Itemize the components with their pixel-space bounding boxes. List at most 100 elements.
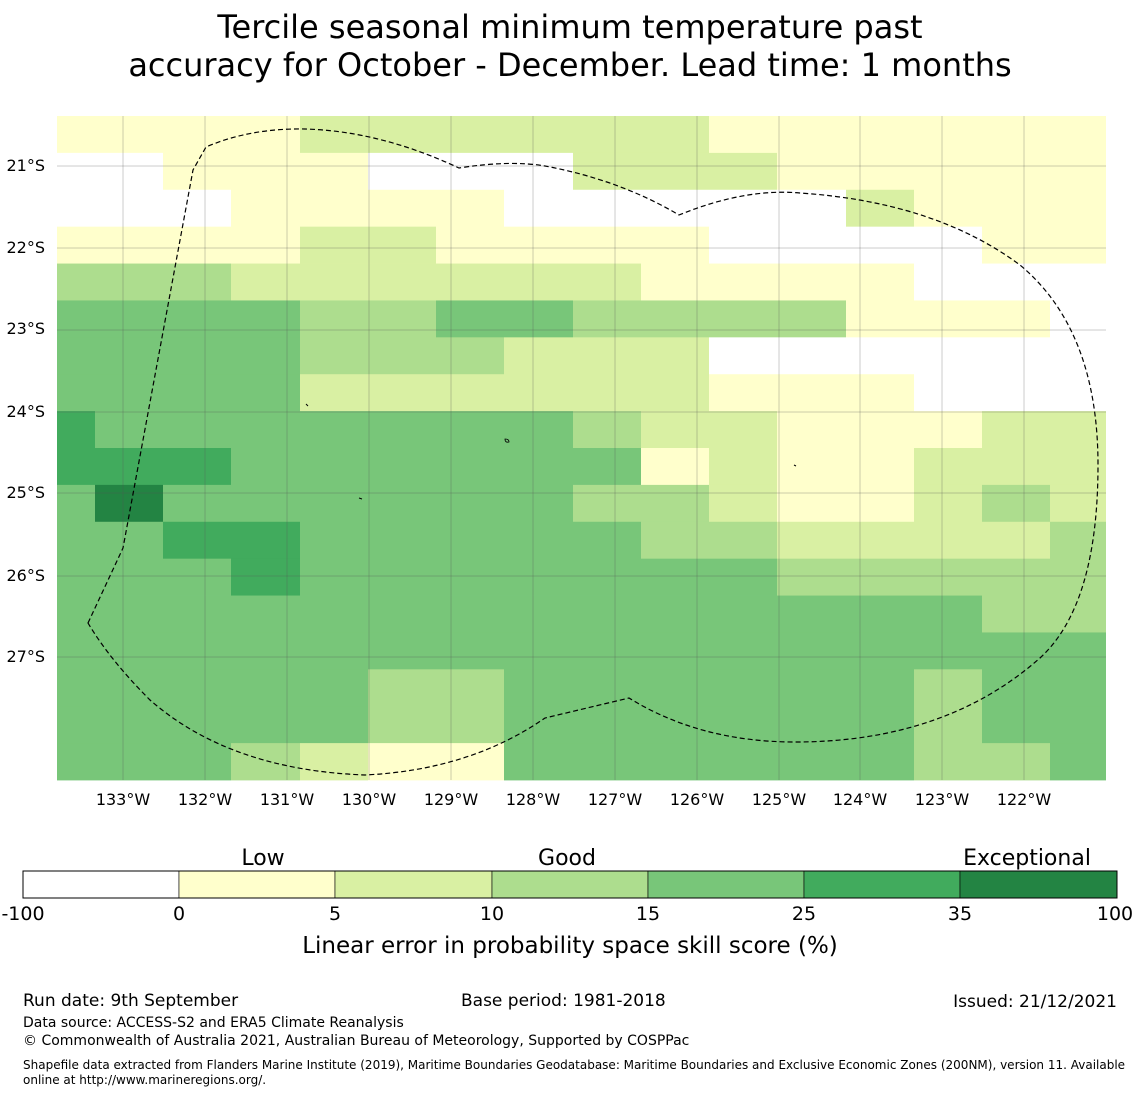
skill-cell: [982, 558, 1050, 596]
skill-cell: [504, 669, 573, 707]
skill-cell: [231, 411, 300, 449]
skill-cell: [368, 300, 436, 338]
skill-cell: [95, 448, 163, 486]
colorbar-segment: [647, 870, 805, 899]
skill-cell: [914, 558, 982, 596]
lon-label: 131°W: [260, 790, 315, 809]
skill-cell: [709, 411, 777, 449]
skill-cell: [846, 558, 914, 596]
skill-cell: [777, 632, 846, 670]
skill-cell: [231, 263, 300, 301]
skill-cell: [709, 669, 777, 707]
skill-cell: [163, 337, 231, 375]
skill-cell: [57, 448, 95, 486]
skill-cell: [231, 706, 300, 744]
skill-cell: [231, 116, 300, 154]
skill-grid: [57, 116, 1106, 781]
skill-cell: [95, 743, 163, 781]
skill-cell: [573, 300, 641, 338]
skill-cell: [1050, 558, 1106, 596]
skill-cell: [300, 189, 368, 228]
skill-cell: [846, 152, 914, 191]
skill-cell: [982, 706, 1050, 744]
skill-cell: [846, 300, 914, 338]
skill-cell: [504, 632, 573, 670]
skill-cell: [368, 484, 436, 523]
lon-label: 124°W: [833, 790, 888, 809]
skill-cell: [368, 632, 436, 670]
skill-cell: [573, 484, 641, 523]
skill-cell: [777, 337, 846, 375]
skill-cell: [57, 263, 95, 301]
skill-cell: [163, 263, 231, 301]
skill-cell: [300, 226, 368, 264]
skill-cell: [777, 743, 846, 781]
skill-cell: [641, 521, 709, 560]
skill-cell: [846, 263, 914, 301]
skill-cell: [641, 189, 709, 228]
skill-cell: [641, 152, 709, 191]
skill-cell: [982, 411, 1050, 449]
skill-cell: [641, 116, 709, 154]
colorbar-segment: [178, 870, 336, 899]
skill-cell: [436, 263, 504, 301]
skill-cell: [300, 337, 368, 375]
skill-cell: [1050, 226, 1106, 264]
skill-cell: [504, 743, 573, 781]
skill-cell: [57, 743, 95, 781]
skill-cell: [95, 632, 163, 670]
colorbar-category-good: Good: [538, 846, 596, 871]
skill-cell: [368, 263, 436, 301]
skill-cell: [368, 152, 436, 191]
skill-cell: [982, 226, 1050, 264]
skill-cell: [231, 595, 300, 633]
skill-cell: [57, 521, 95, 560]
skill-cell: [231, 374, 300, 412]
skill-cell: [57, 374, 95, 412]
skill-cell: [777, 263, 846, 301]
lat-label: 23°S: [6, 319, 45, 338]
skill-cell: [914, 116, 982, 154]
skill-cell: [641, 411, 709, 449]
skill-cell: [436, 189, 504, 228]
skill-cell: [846, 448, 914, 486]
skill-cell: [300, 743, 368, 781]
skill-cell: [641, 226, 709, 264]
skill-cell: [709, 706, 777, 744]
skill-cell: [300, 300, 368, 338]
skill-cell: [163, 632, 231, 670]
skill-cell: [231, 448, 300, 486]
skill-cell: [573, 152, 641, 191]
skill-cell: [504, 337, 573, 375]
skill-cell: [368, 706, 436, 744]
skill-cell: [504, 411, 573, 449]
lon-label: 123°W: [915, 790, 970, 809]
skill-cell: [641, 300, 709, 338]
skill-cell: [57, 558, 95, 596]
skill-cell: [709, 152, 777, 191]
skill-cell: [504, 263, 573, 301]
skill-cell: [300, 669, 368, 707]
lat-label: 24°S: [6, 402, 45, 421]
copyright: © Commonwealth of Australia 2021, Austra…: [23, 1033, 690, 1049]
skill-cell: [436, 521, 504, 560]
skill-cell: [982, 743, 1050, 781]
skill-cell: [641, 558, 709, 596]
skill-cell: [163, 484, 231, 523]
skill-cell: [777, 116, 846, 154]
skill-cell: [777, 189, 846, 228]
skill-cell: [914, 632, 982, 670]
skill-cell: [709, 595, 777, 633]
skill-cell: [95, 669, 163, 707]
skill-cell: [300, 521, 368, 560]
colorbar-category-low: Low: [241, 846, 284, 871]
colorbar-xlabel: Linear error in probability space skill …: [302, 933, 838, 959]
skill-cell: [1050, 337, 1106, 375]
skill-cell: [163, 189, 231, 228]
run-date: Run date: 9th September: [23, 991, 239, 1011]
issued-date: Issued: 21/12/2021: [953, 992, 1117, 1012]
skill-cell: [982, 116, 1050, 154]
skill-cell: [777, 448, 846, 486]
skill-cell: [709, 484, 777, 523]
skill-cell: [436, 411, 504, 449]
